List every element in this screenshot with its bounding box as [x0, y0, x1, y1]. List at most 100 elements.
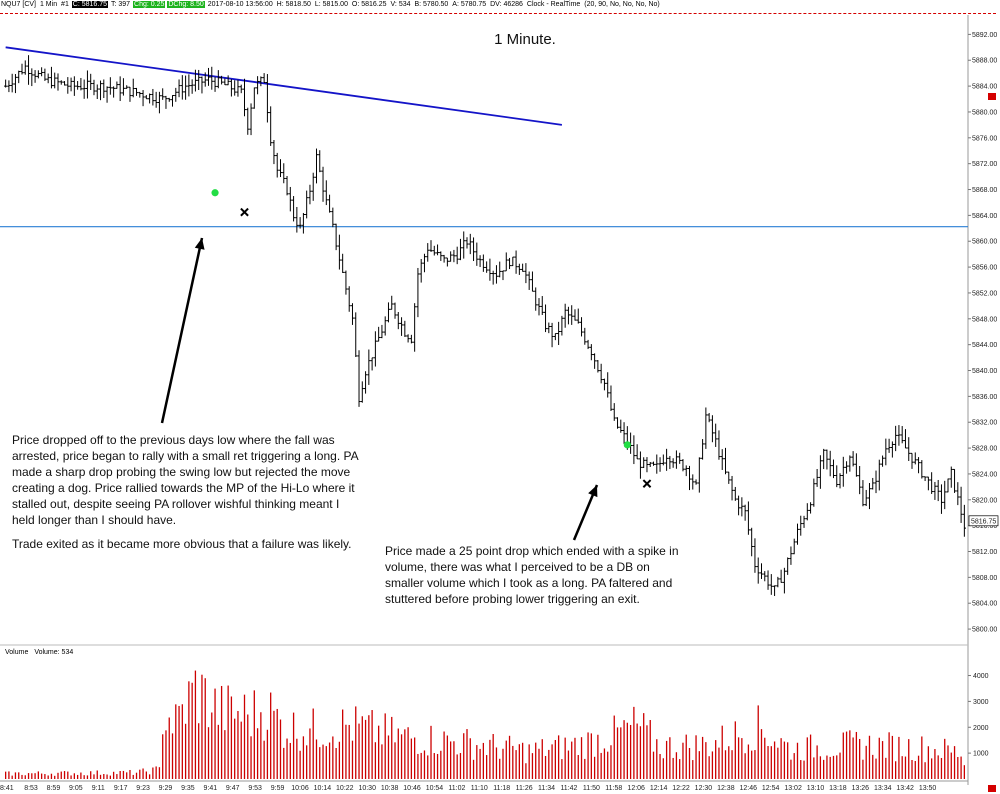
price-tick-label: 5812.00 — [972, 549, 997, 556]
annotation-arrow-1 — [160, 237, 204, 424]
chart-header: NQU7 [CV] 1 Min #1 C: 5816.75 T: 397 Chg… — [0, 0, 980, 9]
annotation-arrow-1-head — [194, 238, 205, 250]
header-bid: B: 5780.50 — [414, 1, 449, 8]
time-tick-label: 10:30 — [358, 785, 376, 792]
header-symbol: NQU7 [CV] — [1, 1, 37, 8]
price-tick-label: 5884.00 — [972, 84, 997, 91]
time-tick-label: 9:41 — [204, 785, 218, 792]
header-divider-line — [0, 13, 996, 14]
header-datetime: 2017-08-10 13:56:00 — [207, 1, 273, 8]
time-tick-label: 9:47 — [226, 785, 240, 792]
volume-panel-title: Volume Volume: 534 — [5, 649, 73, 656]
volume-label: Volume: 534 — [34, 649, 74, 656]
time-tick-label: 11:34 — [538, 785, 555, 792]
time-tick-label: 9:05 — [69, 785, 83, 792]
time-tick-label: 11:50 — [583, 785, 600, 792]
last-price-tag-box — [968, 515, 999, 527]
entry-marker — [211, 189, 219, 197]
time-tick-label: 8:53 — [24, 785, 38, 792]
scale-marker-icon[interactable] — [988, 93, 996, 100]
last-price-tag: 5816.75 — [971, 518, 996, 525]
header-number: #1 — [61, 1, 69, 8]
header-dchange: DChg: 8.50 — [167, 1, 205, 8]
scale-marker-icon-bottom[interactable] — [988, 785, 996, 792]
price-tick-label: 5848.00 — [972, 316, 997, 323]
price-tick-label: 5804.00 — [972, 601, 997, 608]
header-interval: 1 Min — [39, 1, 58, 8]
time-tick-label: 9:23 — [136, 785, 150, 792]
time-tick-label: 9:29 — [159, 785, 173, 792]
time-tick-label: 13:02 — [784, 785, 802, 792]
exit-marker — [642, 479, 652, 488]
volume-tick-label: 4000 — [973, 673, 989, 680]
volume-tick-label: 2000 — [973, 725, 989, 732]
price-tick-label: 5836.00 — [972, 394, 997, 401]
price-tick-label: 5876.00 — [972, 135, 997, 142]
price-tick-label: 5888.00 — [972, 58, 997, 65]
time-tick-label: 12:46 — [740, 785, 758, 792]
time-tick-label: 11:26 — [516, 785, 533, 792]
trendline — [5, 46, 563, 126]
time-tick-label: 11:42 — [560, 785, 577, 792]
time-tick-label: 11:10 — [471, 785, 488, 792]
header-params: (20, 90, No, No, No, No) — [584, 1, 660, 8]
annotation-trade-2-text: Price made a 25 point drop which ended w… — [385, 544, 679, 606]
annotation-trade-1: Price dropped off to the previous days l… — [12, 432, 362, 552]
time-tick-label: 10:54 — [426, 785, 444, 792]
price-tick-label: 5856.00 — [972, 265, 997, 272]
time-tick-label: 9:59 — [271, 785, 285, 792]
time-tick-label: 10:46 — [403, 785, 421, 792]
time-tick-label: 9:53 — [248, 785, 262, 792]
time-tick-label: 12:30 — [695, 785, 713, 792]
time-tick-label: 12:38 — [717, 785, 735, 792]
annotation-trade-1-text: Price dropped off to the previous days l… — [12, 433, 358, 527]
price-tick-label: 5892.00 — [972, 32, 997, 39]
time-tick-label: 12:06 — [627, 785, 645, 792]
time-tick-label: 12:54 — [762, 785, 780, 792]
volume-title: Volume — [5, 649, 29, 656]
price-tick-label: 5808.00 — [972, 575, 997, 582]
header-volume: V: 534 — [390, 1, 411, 8]
annotation-trade-1-exit-text: Trade exited as it became more obvious t… — [12, 537, 352, 551]
time-tick-label: 8:41 — [0, 785, 14, 792]
time-tick-label: 13:18 — [829, 785, 847, 792]
volume-tick-label: 1000 — [973, 751, 989, 758]
header-open: O: 5816.25 — [351, 1, 387, 8]
time-tick-label: 13:42 — [896, 785, 914, 792]
price-tick-label: 5824.00 — [972, 471, 997, 478]
time-tick-label: 8:59 — [47, 785, 61, 792]
volume-tick-label: 3000 — [973, 699, 989, 706]
time-tick-label: 13:26 — [852, 785, 870, 792]
time-tick-label: 13:50 — [919, 785, 937, 792]
price-tick-label: 5864.00 — [972, 213, 997, 220]
header-high: H: 5818.50 — [276, 1, 311, 8]
time-tick-label: 11:18 — [493, 785, 510, 792]
price-tick-label: 5828.00 — [972, 446, 997, 453]
time-tick-label: 12:22 — [672, 785, 690, 792]
time-tick-label: 10:06 — [291, 785, 309, 792]
exit-marker — [240, 207, 249, 217]
chart-title: 1 Minute. — [494, 31, 556, 48]
header-change: Chg: 0.25 — [133, 1, 166, 8]
price-tick-label: 5872.00 — [972, 161, 997, 168]
price-tick-label: 5800.00 — [972, 627, 997, 634]
time-tick-label: 10:22 — [336, 785, 354, 792]
price-tick-label: 5816.00 — [972, 523, 997, 530]
header-clock: Clock - RealTime — [526, 1, 581, 8]
time-tick-label: 12:14 — [650, 785, 668, 792]
annotation-arrow-2-head — [588, 485, 598, 498]
price-tick-label: 5832.00 — [972, 420, 997, 427]
time-tick-label: 10:38 — [381, 785, 399, 792]
time-tick-label: 10:14 — [314, 785, 332, 792]
time-tick-label: 13:34 — [874, 785, 892, 792]
time-tick-label: 11:02 — [448, 785, 465, 792]
price-tick-label: 5868.00 — [972, 187, 997, 194]
time-tick-label: 9:35 — [181, 785, 195, 792]
time-tick-label: 11:58 — [605, 785, 622, 792]
header-dv: DV: 46286 — [490, 1, 523, 8]
header-ask: A: 5780.75 — [452, 1, 487, 8]
header-close: C: 5816.75 — [71, 1, 109, 8]
price-tick-label: 5860.00 — [972, 239, 997, 246]
price-tick-label: 5820.00 — [972, 497, 997, 504]
